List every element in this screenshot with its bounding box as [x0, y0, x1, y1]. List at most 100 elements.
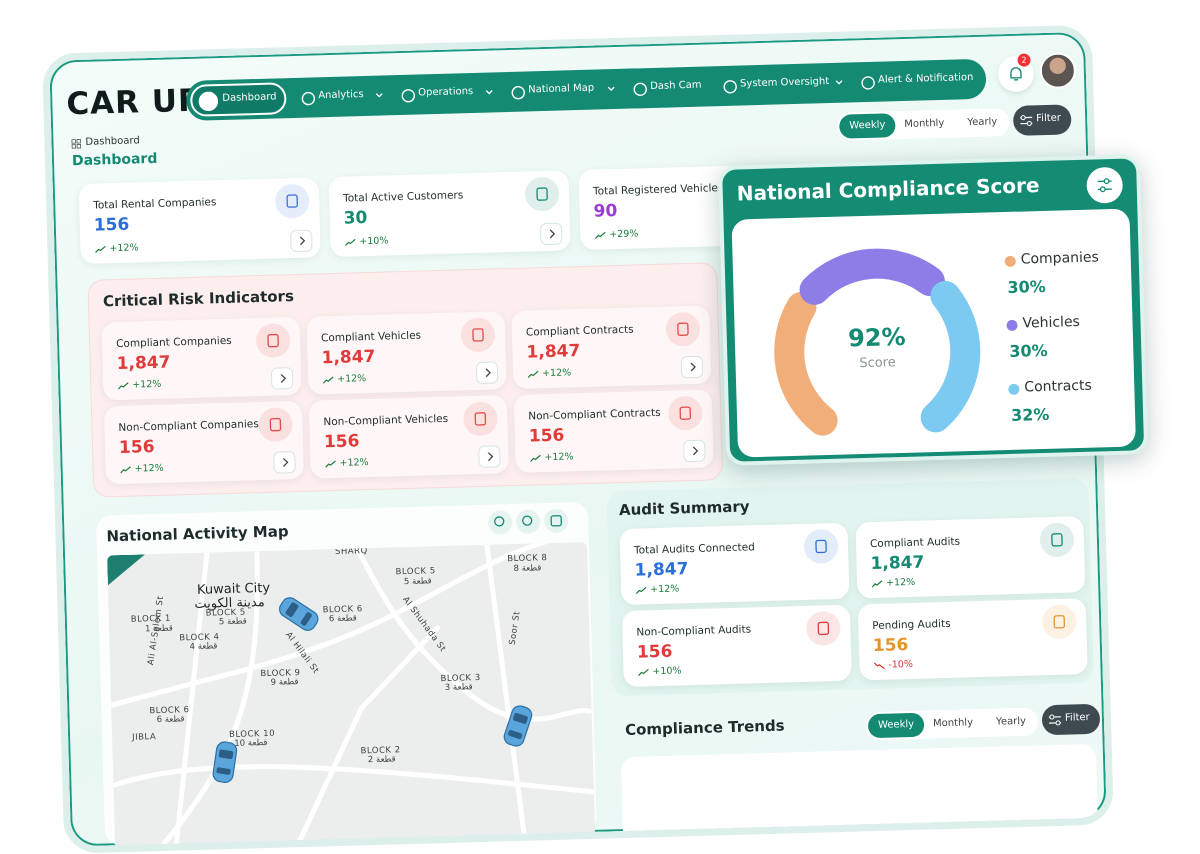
chevron: [487, 452, 494, 462]
settings-button[interactable]: [1086, 166, 1124, 204]
metric-label: Total Active Customers: [342, 189, 464, 205]
legend-dot: [1004, 255, 1016, 268]
filter-button[interactable]: Filter: [1041, 703, 1101, 736]
metric-icon: [667, 395, 703, 431]
gauge-segment: [799, 248, 945, 305]
trend: [527, 370, 539, 378]
metric-icon: [462, 401, 498, 437]
bell-icon: [1010, 67, 1022, 81]
metric-card: Compliant Vehicles 1,847 +12%: [306, 311, 507, 395]
period-option[interactable]: Weekly: [867, 712, 925, 739]
map-label: قطعة 6: [156, 714, 185, 726]
details-button[interactable]: [539, 222, 563, 246]
trend-icon: [530, 454, 541, 462]
metric-label: Non-Compliant Contracts: [528, 406, 661, 423]
trend: [635, 586, 647, 595]
trend: [594, 231, 606, 240]
glyph: [286, 194, 298, 208]
trend-icon: [871, 580, 883, 588]
nav-item[interactable]: Alert & Notification: [854, 63, 981, 99]
dropdown-chevron: [607, 86, 615, 92]
metric-label: Compliant Contracts: [525, 323, 634, 339]
details-button[interactable]: [290, 229, 313, 253]
dropdown-chevron: [835, 80, 843, 85]
nav-item[interactable]: Dashboard: [189, 82, 287, 117]
nav-item[interactable]: National Map: [504, 73, 619, 108]
chevron: [690, 362, 696, 372]
control-icon: [550, 515, 562, 527]
metric-value: 1,847: [526, 341, 581, 363]
metric-value: 1,847: [634, 559, 689, 581]
details-button[interactable]: [683, 439, 706, 463]
nav-icon: [861, 76, 875, 90]
map-control[interactable]: [487, 510, 513, 535]
metric-card: Non-Compliant Vehicles 156 +12%: [308, 395, 509, 479]
vehicle-marker: [279, 597, 319, 631]
settings-icon: [1097, 178, 1112, 193]
metric-icon: [665, 311, 701, 347]
metric-icon: [460, 317, 496, 353]
trend-icon: [95, 245, 106, 253]
chevron: [485, 368, 491, 378]
nav-item[interactable]: Operations: [394, 76, 497, 111]
nav-item[interactable]: Analytics: [294, 79, 387, 114]
nav-item[interactable]: Dash Cam: [626, 70, 709, 104]
dropdown-chevron: [375, 93, 383, 98]
metric-change: +29%: [609, 228, 639, 241]
chevron: [280, 373, 287, 383]
details-button[interactable]: [680, 355, 704, 379]
details-button[interactable]: [478, 445, 501, 468]
period-option[interactable]: Monthly: [904, 117, 945, 130]
panel-title: Audit Summary: [618, 497, 750, 520]
notification-button[interactable]: 2: [997, 53, 1035, 93]
road: [354, 547, 593, 722]
car-window: [285, 602, 299, 617]
period-option[interactable]: Yearly: [967, 116, 998, 129]
gauge-segment: [920, 280, 981, 433]
period-option[interactable]: Yearly: [995, 715, 1027, 728]
details-button[interactable]: [270, 367, 294, 390]
knob: [1055, 720, 1061, 726]
grid-icon: [76, 144, 82, 149]
details-button[interactable]: [475, 361, 499, 384]
metric-card: Compliant Contracts 1,847 +12%: [511, 305, 712, 389]
knob: [1103, 178, 1110, 185]
trend-icon: [120, 466, 131, 474]
map-control[interactable]: [543, 508, 569, 534]
nav-item[interactable]: System Oversight: [716, 67, 847, 103]
icon-glyph: [817, 621, 830, 636]
filter-button[interactable]: Filter: [1012, 104, 1072, 136]
map-area: Kuwait City مدينة الكويت BLOCK 1 قطعة 1 BLOC…: [107, 541, 596, 854]
chevron: [375, 93, 383, 98]
map-label: BLOCK 8: [507, 553, 548, 565]
map-label: قطعة 4: [189, 641, 218, 653]
filter-label: Filter: [1064, 712, 1090, 724]
metric-value: 156: [528, 425, 565, 447]
metric-card: Total Audits Connected 1,847 +12%: [619, 522, 850, 606]
period-option[interactable]: Weekly: [839, 113, 896, 139]
glyph: [550, 515, 562, 527]
avatar[interactable]: [1039, 52, 1077, 90]
metric-change: +10%: [652, 665, 682, 678]
road: [484, 544, 528, 845]
period-option[interactable]: Monthly: [932, 717, 974, 730]
metric-icon: [1041, 604, 1077, 640]
trend: [530, 454, 541, 462]
details-button[interactable]: [273, 451, 296, 474]
trend-icon: [345, 238, 356, 247]
glyph: [494, 516, 505, 527]
trend: [322, 376, 334, 384]
map-control[interactable]: [515, 509, 541, 534]
icon-glyph: [1051, 533, 1063, 547]
map-roads: [107, 541, 595, 854]
trends-panel: [620, 743, 1099, 848]
icon-glyph: [815, 539, 827, 554]
icon-shape: [723, 80, 737, 94]
car-window: [218, 749, 234, 759]
legend-dot: [1006, 319, 1018, 332]
map-label: SHARQ: [334, 546, 368, 558]
nav-icon: [723, 80, 737, 94]
metric-icon: [255, 323, 291, 359]
nav-label: Operations: [418, 85, 474, 99]
car-window: [513, 712, 528, 724]
